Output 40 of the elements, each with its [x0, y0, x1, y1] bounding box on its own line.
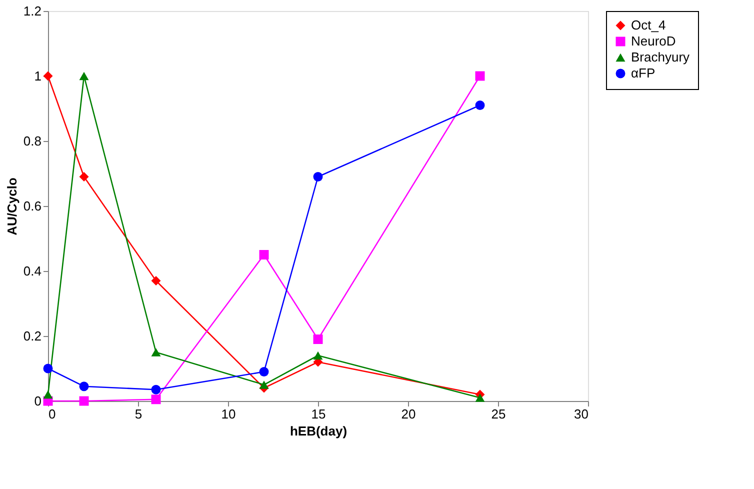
point [43, 364, 53, 374]
y-tick-label: 1 [34, 68, 42, 84]
x-axis-title: hEB(day) [290, 424, 348, 438]
point [79, 396, 89, 406]
point [313, 172, 323, 182]
point [151, 394, 161, 404]
legend-label: Brachyury [631, 50, 690, 64]
y-tick-label: 0 [34, 394, 42, 408]
point [475, 100, 485, 110]
legend-label: Oct_4 [631, 18, 666, 32]
point [259, 380, 269, 389]
x-tick-label: 5 [134, 406, 142, 422]
point [151, 276, 161, 286]
point [79, 72, 89, 80]
x-tick-label: 10 [221, 406, 236, 422]
point [79, 382, 89, 392]
y-tick-label: 1.2 [23, 4, 42, 18]
y-tick-label: 0.6 [23, 198, 42, 214]
point [43, 71, 53, 81]
y-tick-label: 0.2 [23, 328, 42, 344]
point [475, 394, 485, 402]
y-tick-label: 0.4 [23, 264, 42, 278]
point [313, 334, 323, 344]
point [259, 367, 269, 376]
y-tick-label: 0.8 [23, 134, 42, 148]
legend-label: NeuroD [631, 34, 676, 48]
point [313, 351, 323, 360]
point [259, 250, 269, 260]
x-tick-label: 25 [491, 406, 506, 422]
x-tick-label: 20 [401, 406, 416, 422]
y-axis-title: AU/Cyclo [4, 178, 20, 236]
point [151, 384, 161, 394]
point [475, 71, 485, 81]
point [79, 172, 89, 182]
point [151, 348, 161, 356]
x-tick-label: 0 [48, 406, 56, 422]
x-tick-label: 30 [574, 406, 588, 422]
point [43, 390, 53, 399]
legend-label: αFP [631, 66, 656, 80]
x-tick-label: 15 [311, 406, 326, 422]
